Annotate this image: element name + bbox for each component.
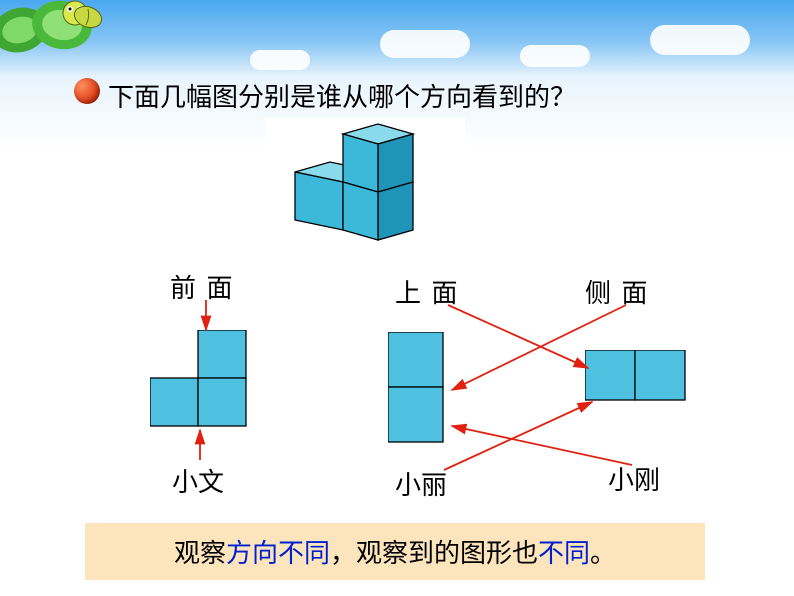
conclusion-part: 方向不同: [226, 539, 330, 568]
conclusion-part: ，观察到的图形也: [330, 539, 538, 568]
conclusion-part: 。: [590, 539, 616, 568]
name-xiaoli: 小丽: [395, 465, 447, 502]
name-xiaowen: 小文: [172, 462, 224, 499]
conclusion: 观察方向不同，观察到的图形也不同。: [85, 523, 705, 580]
name-xiaogang: 小刚: [608, 460, 660, 497]
conclusion-part: 观察: [174, 539, 226, 568]
arrows: [0, 0, 794, 596]
conclusion-part: 不同: [538, 539, 590, 568]
